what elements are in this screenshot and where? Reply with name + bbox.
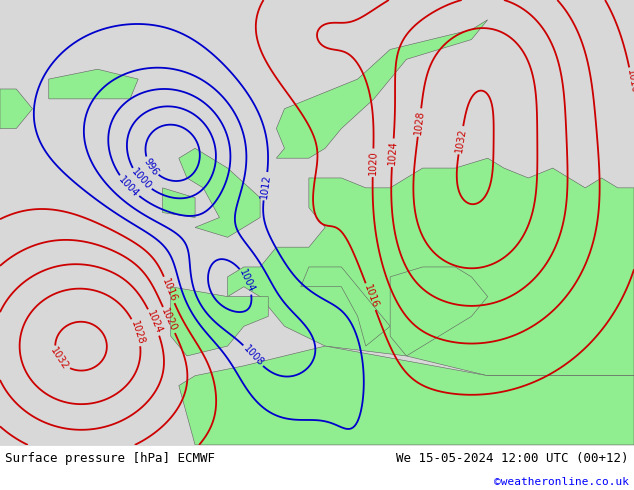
Text: We 15-05-2024 12:00 UTC (00+12): We 15-05-2024 12:00 UTC (00+12) xyxy=(396,452,629,465)
Text: 1012: 1012 xyxy=(259,173,272,199)
Text: 1016: 1016 xyxy=(362,283,380,310)
Polygon shape xyxy=(179,346,634,445)
Text: 1016: 1016 xyxy=(160,277,178,303)
Polygon shape xyxy=(228,158,634,376)
Polygon shape xyxy=(49,69,138,99)
Text: 1020: 1020 xyxy=(368,150,378,175)
Polygon shape xyxy=(171,287,268,356)
Text: 1016: 1016 xyxy=(624,69,634,95)
Polygon shape xyxy=(0,89,32,128)
Text: 1024: 1024 xyxy=(387,140,399,165)
Text: 1004: 1004 xyxy=(238,268,257,294)
Text: 1004: 1004 xyxy=(117,174,141,199)
Text: 1028: 1028 xyxy=(413,110,426,135)
Text: 1032: 1032 xyxy=(454,127,468,153)
Text: ©weatheronline.co.uk: ©weatheronline.co.uk xyxy=(494,477,629,487)
Polygon shape xyxy=(301,267,390,346)
Text: 1024: 1024 xyxy=(145,309,164,336)
Text: 1028: 1028 xyxy=(129,319,146,345)
Polygon shape xyxy=(162,188,195,218)
Text: 1000: 1000 xyxy=(129,167,153,192)
Text: 996: 996 xyxy=(141,156,160,177)
Text: 1020: 1020 xyxy=(159,307,179,333)
Polygon shape xyxy=(390,267,488,356)
Polygon shape xyxy=(179,148,260,237)
Text: 1008: 1008 xyxy=(241,343,265,368)
Text: Surface pressure [hPa] ECMWF: Surface pressure [hPa] ECMWF xyxy=(5,452,215,465)
Text: 1032: 1032 xyxy=(48,346,70,372)
Polygon shape xyxy=(276,20,488,158)
